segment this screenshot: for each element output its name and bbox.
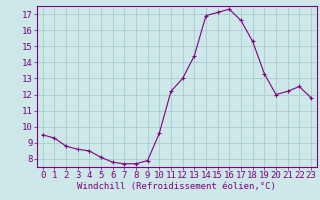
X-axis label: Windchill (Refroidissement éolien,°C): Windchill (Refroidissement éolien,°C) xyxy=(77,182,276,191)
